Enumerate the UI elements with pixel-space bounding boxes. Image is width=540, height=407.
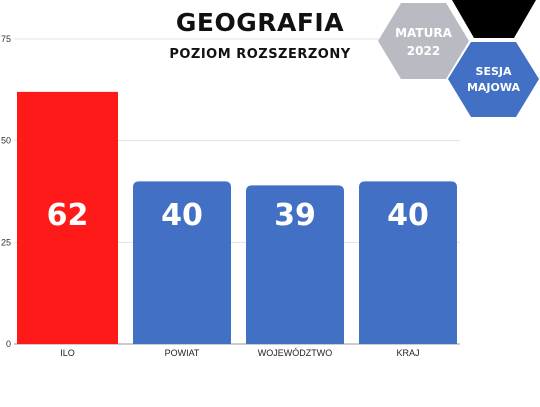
bar-kraj: [359, 181, 457, 344]
bar-województwo: [246, 185, 344, 344]
y-axis: 0 25 50 75: [1, 34, 11, 349]
bar-data-label: 62: [47, 198, 89, 233]
bar-data-label: 39: [274, 198, 316, 233]
chart-subtitle: POZIOM ROZSZERZONY: [169, 47, 351, 62]
y-tick-label: 75: [1, 34, 11, 44]
bar-data-label: 40: [387, 198, 429, 233]
sesja-hexagon-badge: [448, 42, 539, 117]
y-tick-label: 0: [6, 339, 11, 349]
y-tick-label: 50: [1, 136, 11, 146]
matura-hexagon-badge: [378, 3, 469, 79]
x-tick-label: POWIAT: [165, 348, 200, 358]
bar-ilo: [17, 91, 118, 344]
x-axis: ILO POWIAT WOJEWÓDZTWO KRAJ: [60, 348, 419, 358]
y-tick-label: 25: [1, 237, 11, 247]
bars: 62 40 39 40: [17, 91, 457, 344]
bar-powiat: [133, 181, 231, 344]
sesja-label: SESJA: [476, 65, 512, 78]
black-hexagon-decoration: [452, 0, 536, 38]
matura-label: MATURA: [395, 26, 452, 40]
badge-group: MATURA 2022 SESJA MAJOWA: [378, 0, 539, 117]
x-tick-label: WOJEWÓDZTWO: [258, 348, 332, 358]
chart-title: GEOGRAFIA: [175, 8, 345, 37]
sesja-session-name: MAJOWA: [467, 81, 521, 94]
x-tick-label: KRAJ: [396, 348, 419, 358]
x-tick-label: ILO: [60, 348, 75, 358]
bar-data-label: 40: [161, 198, 203, 233]
matura-year: 2022: [407, 44, 440, 58]
